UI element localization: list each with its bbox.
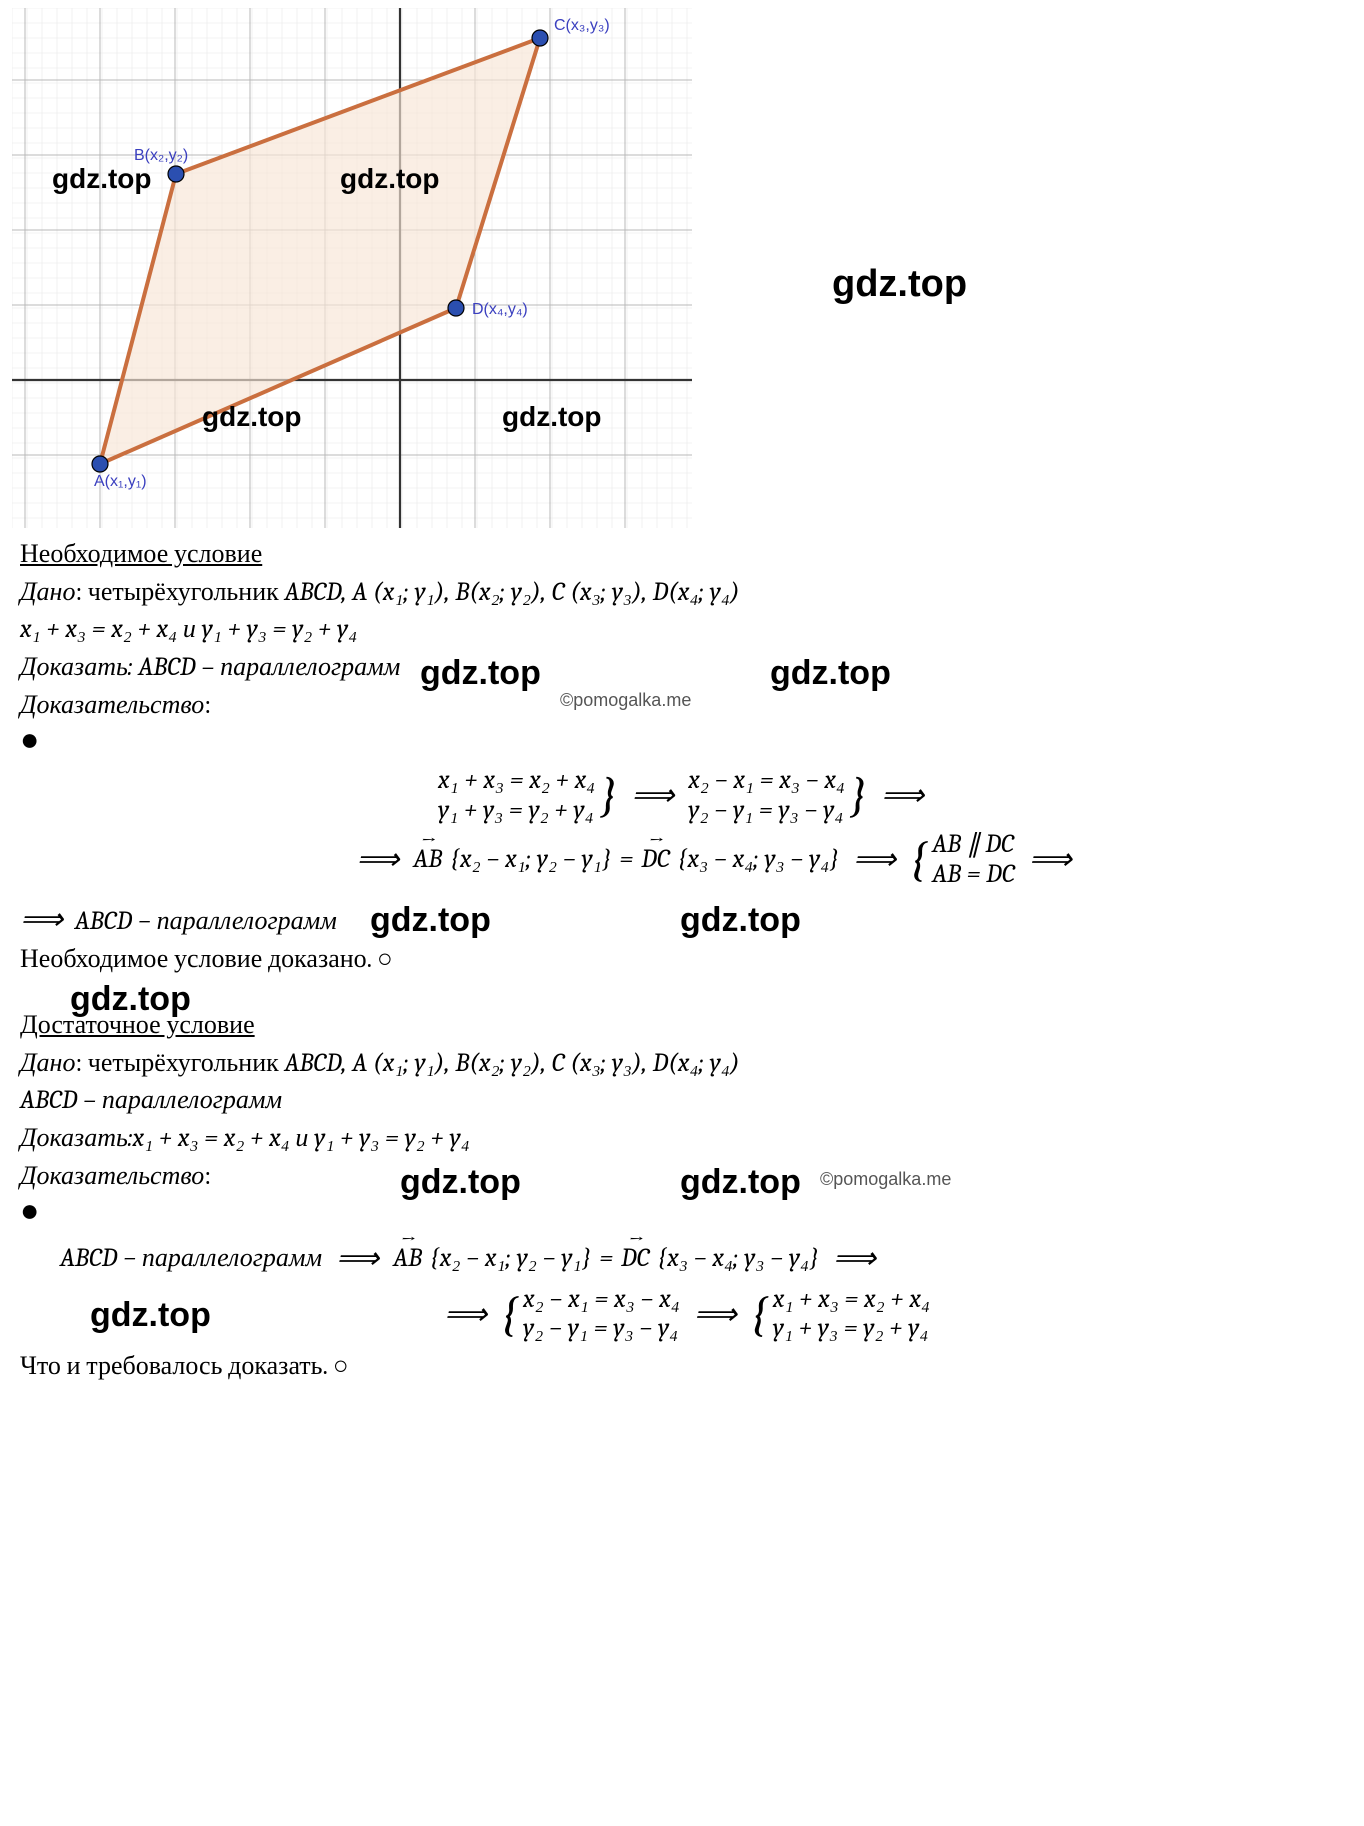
eq1b: y₁ + y₃ = y₂ + y₄ — [438, 796, 595, 826]
eq2a-2: x₂ − x₁ = x₃ − x₄ — [523, 1285, 680, 1315]
bullet-1: ● — [20, 724, 1348, 762]
svg-text:gdz.top: gdz.top — [52, 163, 152, 194]
svg-text:D(x₄,y₄): D(x₄,y₄) — [472, 301, 528, 318]
vec-dc-comp-2: {x₃ − x₄; y₃ − y₄} — [658, 1240, 819, 1278]
given-body: : четырёхугольник — [75, 577, 284, 607]
vec-dc-1: DC — [641, 841, 669, 879]
colon-1: : — [204, 690, 211, 720]
qed: Что и требовалось доказать. ○ — [20, 1348, 1348, 1386]
proof-label-line-2: Доказательство: gdz.top gdz.top ©pomogal… — [20, 1158, 1348, 1196]
suf-prove: :x₁ + x₃ = x₂ + x₄ и y₁ + y₃ = y₂ + y₄ — [128, 1123, 470, 1153]
eq2b: y₂ − y₁ = y₃ − y₄ — [688, 796, 845, 826]
res1b: AB = DC — [932, 860, 1015, 890]
svg-text:C(x₃,y₃): C(x₃,y₃) — [554, 17, 610, 34]
prove-line-1: Доказать: ABCD – параллелограмм gdz.top … — [20, 649, 1348, 687]
svg-text:gdz.top: gdz.top — [340, 163, 440, 194]
document-body: Необходимое условие Дано: четырёхугольни… — [0, 528, 1364, 1406]
proof-label-line-1: Доказательство: ©pomogalka.me — [20, 687, 1348, 725]
given-line-1: Дано: четырёхугольник ABCD, A (x₁; y₁), … — [20, 574, 1348, 612]
abcd-1: ABCD — [284, 577, 341, 607]
vec-ab-comp-2: {x₂ − x₁; y₂ − y₁} — [430, 1240, 591, 1278]
conclusion-1: ABCD − параллелограмм — [75, 906, 337, 936]
svg-text:A(x₁,y₁): A(x₁,y₁) — [94, 473, 147, 490]
svg-text:B(x₂,y₂): B(x₂,y₂) — [134, 147, 188, 164]
abcd-2: ABCD — [284, 1048, 341, 1078]
derivation-2: ⟹ AB{x₂ − x₁; y₂ − y₁} = DC{x₃ − x₄; y₃ … — [20, 830, 1348, 890]
wm-inline-4: gdz.top — [680, 896, 801, 945]
coords-1: , A (x₁; y₁), B(x₂; y₂), C (x₃; y₃), D(x… — [341, 577, 739, 607]
sufficient-title: Достаточное условие — [20, 1007, 1348, 1045]
vec-dc-comp-1: {x₃ − x₄; y₃ − y₄} — [678, 841, 839, 879]
vec-dc-2: DC — [621, 1240, 649, 1278]
eq1b-2: y₁ + y₃ = y₂ + y₄ — [773, 1314, 930, 1344]
eq1a-2: x₁ + x₃ = x₂ + x₄ — [773, 1285, 930, 1315]
suf-given-2: ABCD – параллелограмм — [20, 1082, 1348, 1120]
prove-label-1: Доказать — [20, 652, 128, 682]
side-watermark: gdz.top — [832, 263, 967, 306]
res1a: AB ∥ DC — [932, 830, 1015, 860]
given-body-2: : четырёхугольник — [75, 1048, 284, 1078]
given-label-2: Дано — [20, 1048, 75, 1078]
necessary-title: Необходимое условие — [20, 536, 1348, 574]
wm-inline-3: gdz.top — [370, 896, 491, 945]
coordinate-chart: gdz.top gdz.top gdz.top gdz.top A(x₁,y₁) B(x₂… — [12, 8, 692, 528]
eq2a: x₂ − x₁ = x₃ − x₄ — [688, 766, 845, 796]
prove-label-2: Доказать — [20, 1123, 128, 1153]
colon-2: : — [204, 1161, 211, 1191]
nec-prove: : ABCD – параллелограмм — [128, 652, 400, 682]
given-label: Дано — [20, 577, 75, 607]
copyright-2: ©pomogalka.me — [820, 1166, 951, 1192]
vec-ab-1: AB — [413, 841, 442, 879]
conclusion-line-1: ⟹ ABCD − параллелограмм gdz.top gdz.top — [20, 894, 1348, 942]
derivation-3: ABCD − параллелограмм ⟹ AB{x₂ − x₁; y₂ −… — [20, 1237, 1348, 1281]
suf-start: ABCD − параллелограмм — [60, 1240, 322, 1278]
prove-line-2: Доказать:x₁ + x₃ = x₂ + x₄ и y₁ + y₃ = y… — [20, 1120, 1348, 1158]
svg-text:gdz.top: gdz.top — [502, 401, 602, 432]
copyright-1: ©pomogalka.me — [560, 687, 691, 713]
given-line-2: Дано: четырёхугольник ABCD, A (x₁; y₁), … — [20, 1045, 1348, 1083]
proof-label-2: Доказательство — [20, 1161, 204, 1191]
vec-ab-2: AB — [393, 1240, 422, 1278]
nec-condition: x₁ + x₃ = x₂ + x₄ и y₁ + y₃ = y₂ + y₄ — [20, 611, 1348, 649]
eq2b-2: y₂ − y₁ = y₃ − y₄ — [523, 1314, 680, 1344]
vec-ab-comp-1: {x₂ − x₁; y₂ − y₁} — [450, 841, 611, 879]
coords-2: , A (x₁; y₁), B(x₂; y₂), C (x₃; y₃), D(x… — [341, 1048, 739, 1078]
proof-label-1: Доказательство — [20, 690, 204, 720]
derivation-4: ⟹ { x₂ − x₁ = x₃ − x₄ y₂ − y₁ = y₃ − y₄ … — [20, 1285, 1348, 1345]
eq1a: x₁ + x₃ = x₂ + x₄ — [438, 766, 595, 796]
chart-svg: gdz.top gdz.top gdz.top gdz.top A(x₁,y₁) B(x₂… — [12, 8, 692, 528]
derivation-1: x₁ + x₃ = x₂ + x₄ y₁ + y₃ = y₂ + y₄ } ⟹ … — [20, 766, 1348, 826]
nec-done: Необходимое условие доказано. ○ — [20, 941, 1348, 979]
svg-text:gdz.top: gdz.top — [202, 401, 302, 432]
bullet-2: ● — [20, 1195, 1348, 1233]
